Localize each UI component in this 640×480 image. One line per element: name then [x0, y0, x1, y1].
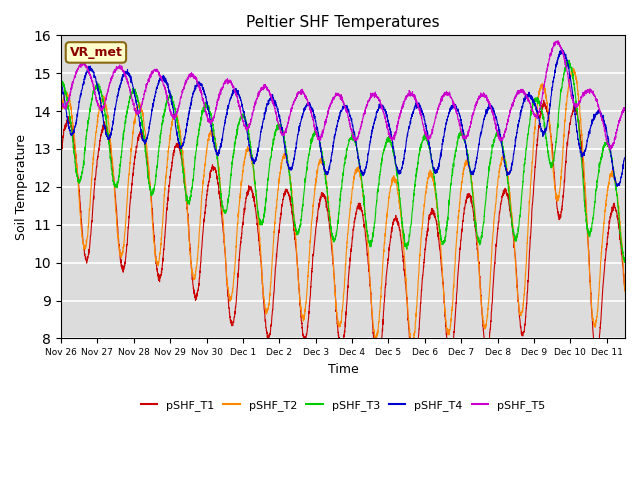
Text: VR_met: VR_met: [70, 46, 122, 59]
pSHF_T2: [308, 214, 316, 220]
pSHF_T2: [353, 170, 360, 176]
pSHF_T5: [444, 91, 452, 97]
pSHF_T3: [308, 134, 316, 140]
pSHF_T1: [57, 149, 65, 155]
Line: pSHF_T5: pSHF_T5: [61, 41, 625, 150]
pSHF_T3: [353, 142, 360, 148]
pSHF_T1: [129, 173, 137, 179]
pSHF_T1: [621, 285, 629, 290]
pSHF_T4: [129, 84, 137, 90]
Title: Peltier SHF Temperatures: Peltier SHF Temperatures: [246, 15, 440, 30]
pSHF_T4: [559, 46, 566, 52]
pSHF_T2: [409, 342, 417, 348]
X-axis label: Time: Time: [328, 363, 358, 376]
pSHF_T4: [353, 140, 360, 145]
pSHF_T3: [621, 258, 629, 264]
pSHF_T3: [444, 213, 452, 219]
pSHF_T4: [621, 155, 629, 160]
pSHF_T2: [420, 212, 428, 217]
pSHF_T2: [129, 129, 137, 135]
pSHF_T1: [410, 370, 417, 376]
Line: pSHF_T1: pSHF_T1: [61, 100, 625, 373]
pSHF_T4: [308, 108, 316, 114]
Line: pSHF_T2: pSHF_T2: [61, 69, 625, 345]
pSHF_T1: [303, 326, 311, 332]
pSHF_T3: [419, 135, 427, 141]
Line: pSHF_T4: pSHF_T4: [61, 49, 625, 186]
pSHF_T2: [303, 284, 311, 289]
pSHF_T5: [554, 38, 562, 44]
pSHF_T4: [419, 114, 427, 120]
pSHF_T5: [419, 123, 427, 129]
pSHF_T4: [613, 183, 621, 189]
pSHF_T2: [570, 66, 577, 72]
pSHF_T5: [57, 100, 65, 106]
Line: pSHF_T3: pSHF_T3: [61, 60, 625, 263]
pSHF_T4: [303, 101, 311, 107]
pSHF_T5: [353, 136, 360, 142]
pSHF_T1: [540, 97, 548, 103]
pSHF_T5: [621, 106, 629, 111]
pSHF_T3: [565, 58, 573, 63]
pSHF_T2: [444, 332, 452, 337]
pSHF_T3: [621, 260, 628, 265]
pSHF_T1: [420, 264, 428, 269]
pSHF_T5: [607, 147, 614, 153]
pSHF_T3: [303, 159, 311, 165]
Y-axis label: Soil Temperature: Soil Temperature: [15, 134, 28, 240]
pSHF_T4: [57, 84, 65, 89]
pSHF_T1: [444, 348, 452, 354]
pSHF_T5: [308, 114, 316, 120]
pSHF_T5: [303, 97, 311, 103]
pSHF_T5: [129, 99, 137, 105]
pSHF_T1: [353, 208, 360, 214]
pSHF_T4: [444, 113, 452, 119]
pSHF_T1: [308, 266, 316, 272]
Legend: pSHF_T1, pSHF_T2, pSHF_T3, pSHF_T4, pSHF_T5: pSHF_T1, pSHF_T2, pSHF_T3, pSHF_T4, pSHF…: [136, 396, 550, 415]
pSHF_T2: [57, 109, 65, 115]
pSHF_T3: [57, 78, 65, 84]
pSHF_T2: [621, 289, 629, 295]
pSHF_T3: [129, 88, 137, 94]
